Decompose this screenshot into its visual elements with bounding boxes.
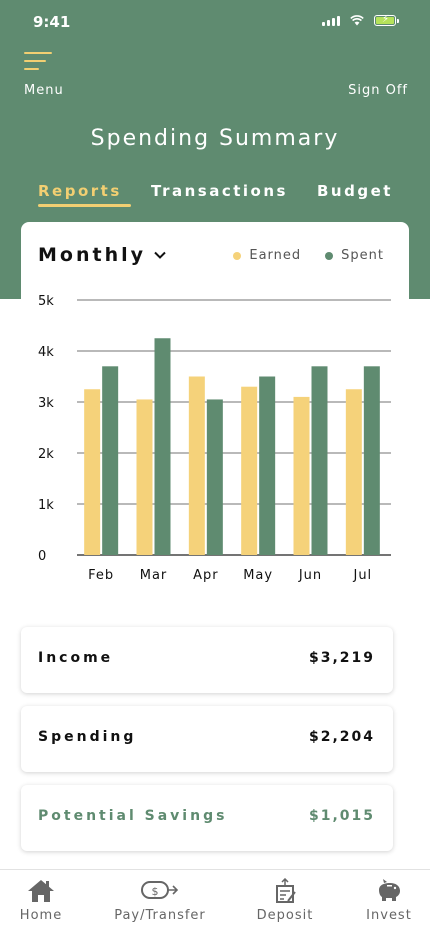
- potential-savings-card[interactable]: Potential Savings $1,015: [21, 785, 393, 851]
- tabbar-home[interactable]: Home: [5, 870, 77, 932]
- income-value: $3,219: [308, 650, 375, 666]
- cellular-signal-icon: [322, 15, 340, 26]
- menu-label[interactable]: Menu: [24, 83, 64, 98]
- chevron-down-icon: [154, 251, 166, 259]
- spending-bar-chart: 0 1k 2k 3k 4k 5k Feb Mar Apr May Jun Jul: [38, 294, 391, 583]
- income-card[interactable]: Income $3,219: [21, 627, 393, 693]
- x-tick-label: Jun: [298, 568, 322, 583]
- y-tick-label: 2k: [38, 447, 54, 462]
- tabbar-invest[interactable]: Invest: [358, 870, 420, 932]
- bar-earned-may: [241, 386, 258, 555]
- x-tick-label: Jul: [352, 568, 372, 583]
- battery-icon: ⚡: [374, 14, 399, 26]
- active-tab-indicator: [38, 204, 131, 207]
- y-tick-label: 5k: [38, 294, 54, 309]
- bar-earned-mar: [136, 399, 153, 555]
- bar-spent-apr: [206, 399, 223, 555]
- bottom-tab-bar: Home $ Pay/Transfer Deposit Invest: [0, 869, 430, 932]
- chart-card: [21, 222, 409, 322]
- bar-spent-mar: [154, 338, 171, 555]
- svg-text:$: $: [152, 885, 159, 898]
- bar-earned-feb: [84, 389, 101, 555]
- tabbar-pay-transfer[interactable]: $ Pay/Transfer: [104, 870, 216, 932]
- legend-label-spent: Spent: [341, 248, 384, 263]
- tabbar-pay-transfer-label: Pay/Transfer: [114, 908, 206, 923]
- tabbar-deposit[interactable]: Deposit: [248, 870, 322, 932]
- legend-label-earned: Earned: [249, 248, 302, 263]
- legend-item-spent: Spent: [325, 248, 384, 263]
- menu-icon[interactable]: [24, 52, 52, 72]
- sign-off-button[interactable]: Sign Off: [348, 83, 408, 98]
- x-tick-label: Mar: [140, 568, 168, 583]
- bar-earned-jun: [293, 396, 310, 555]
- home-icon: [28, 880, 54, 902]
- x-tick-label: Feb: [88, 568, 114, 583]
- chart-legend: Earned Spent: [233, 248, 384, 263]
- header-tabs: Reports Transactions Budget: [0, 182, 430, 212]
- bar-earned-jul: [345, 389, 362, 555]
- bar-spent-may: [259, 376, 276, 555]
- bar-earned-apr: [188, 376, 205, 555]
- tab-transactions[interactable]: Transactions: [151, 182, 288, 200]
- period-selector[interactable]: Monthly: [38, 244, 166, 266]
- tabbar-deposit-label: Deposit: [256, 908, 314, 923]
- x-tick-label: Apr: [193, 568, 219, 583]
- legend-item-earned: Earned: [233, 248, 301, 263]
- x-tick-label: May: [243, 568, 273, 583]
- y-tick-label: 4k: [38, 345, 54, 360]
- bar-spent-jul: [363, 366, 380, 555]
- bar-spent-feb: [102, 366, 119, 555]
- legend-dot-earned: [233, 251, 242, 260]
- tabbar-invest-label: Invest: [366, 908, 412, 923]
- y-tick-label: 0: [38, 549, 46, 564]
- status-icons: ⚡: [322, 14, 399, 26]
- status-time: 9:41: [33, 13, 71, 31]
- potential-savings-value: $1,015: [308, 808, 375, 824]
- bar-spent-jun: [311, 366, 328, 555]
- spending-label: Spending: [38, 729, 137, 745]
- tab-budget[interactable]: Budget: [317, 182, 393, 200]
- spending-card[interactable]: Spending $2,204: [21, 706, 393, 772]
- wifi-icon: [350, 15, 364, 26]
- deposit-icon: [276, 878, 296, 903]
- page-title: Spending Summary: [90, 126, 340, 151]
- y-tick-label: 1k: [38, 498, 54, 513]
- period-label: Monthly: [38, 244, 146, 266]
- piggy-bank-icon: [379, 879, 400, 901]
- pay-transfer-icon: $: [141, 881, 179, 899]
- legend-dot-spent: [325, 251, 334, 260]
- spending-value: $2,204: [308, 729, 375, 745]
- tabbar-home-label: Home: [19, 908, 63, 923]
- tab-reports[interactable]: Reports: [38, 182, 122, 200]
- potential-savings-label: Potential Savings: [38, 808, 228, 824]
- income-label: Income: [38, 650, 114, 666]
- y-tick-label: 3k: [38, 396, 54, 411]
